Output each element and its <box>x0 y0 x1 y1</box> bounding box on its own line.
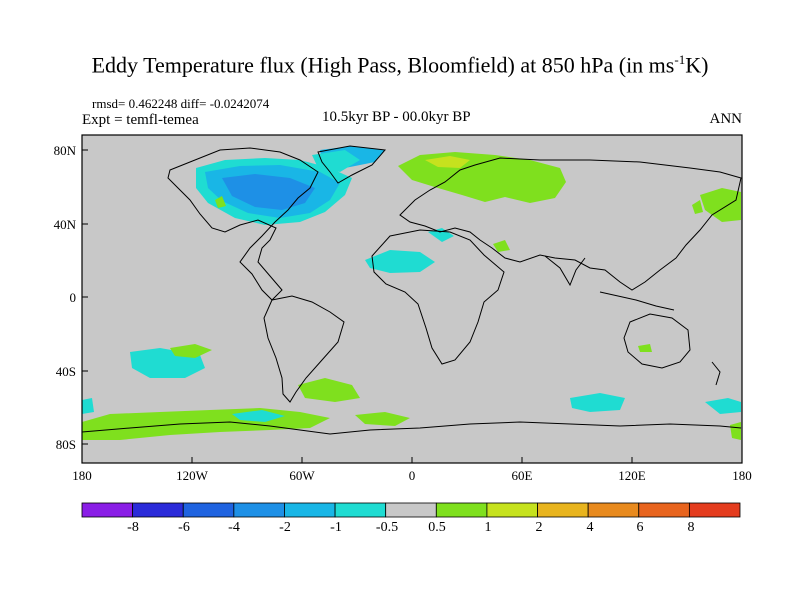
coastline-eurasia <box>399 157 742 291</box>
coastline-india <box>544 255 586 287</box>
colorbar-label: -8 <box>127 520 139 535</box>
lat-label-40n: 40N <box>53 217 76 232</box>
coastlines <box>81 145 742 435</box>
coastline-indonesia <box>599 291 675 311</box>
lat-label-equator: 0 <box>69 290 77 305</box>
negative-patch-north-america-strong <box>222 174 315 210</box>
coastline-south-america <box>263 295 345 403</box>
colorbar-box <box>638 502 690 518</box>
coastline-africa <box>371 229 505 365</box>
coastline-north-america <box>167 147 319 301</box>
coastline-greenland <box>317 145 386 184</box>
lon-label-0: 0 <box>408 468 416 483</box>
colorbar-box <box>334 502 387 518</box>
lat-label-40s: 40S <box>55 364 76 379</box>
negative-patch-southern-ocean-far-east <box>705 398 741 414</box>
colorbar <box>81 502 741 518</box>
negative-patch-mediterranean <box>428 228 454 242</box>
colorbar-box <box>182 502 235 518</box>
negative-patch-north-atlantic <box>312 150 360 172</box>
title-tail: K) <box>685 52 709 78</box>
anomaly-fields <box>82 146 741 440</box>
negative-patch-north-africa <box>365 250 435 273</box>
lon-label-60e: 60E <box>511 468 533 483</box>
positive-patch-australia <box>638 344 652 352</box>
time-range-label: 10.5kyr BP - 00.0kyr BP <box>322 109 471 125</box>
lat-label-80n: 80N <box>53 143 76 158</box>
colorbar-label: 6 <box>636 520 644 535</box>
colorbar-label: -6 <box>178 520 190 535</box>
positive-patch-small-ne <box>692 200 703 214</box>
lon-label-180w: 180 <box>72 468 92 483</box>
colorbar-label: -1 <box>330 520 342 535</box>
colorbar-box <box>587 502 640 518</box>
positive-patch-middle-east <box>493 240 510 252</box>
coastline-new-zealand <box>711 361 721 386</box>
lat-label-80s: 80S <box>55 437 76 452</box>
lon-label-60w: 60W <box>289 468 315 483</box>
colorbar-label: 1 <box>484 520 492 535</box>
title-superscript: -1 <box>674 52 686 67</box>
positive-patch-south-pacific <box>170 344 212 358</box>
colorbar-label: -4 <box>228 520 240 535</box>
positive-patch-south-atlantic <box>298 378 360 402</box>
colorbar-box <box>385 502 437 518</box>
lon-label-120w: 120W <box>176 468 208 483</box>
positive-patch-west-europe <box>215 196 226 208</box>
colorbar-box <box>435 502 488 518</box>
stats-text: rmsd= 0.462248 diff= -0.0242074 <box>92 96 270 111</box>
colorbar-label: 2 <box>535 520 543 535</box>
colorbar-box <box>284 502 336 518</box>
positive-patch-antarctic-east <box>730 422 741 440</box>
lon-label-120e: 120E <box>618 468 646 483</box>
colorbar-box <box>537 502 589 518</box>
negative-patch-southern-ocean-south <box>232 410 285 422</box>
axis-ticks <box>81 149 743 463</box>
colorbar-label: 8 <box>687 520 695 535</box>
coastline-australia <box>623 313 691 369</box>
negative-patch-southern-ocean-east <box>570 393 625 412</box>
lon-label-180e: 180 <box>732 468 752 483</box>
colorbar-box <box>132 502 184 518</box>
plot-title: Eddy Temperature flux (High Pass, Bloomf… <box>91 52 709 78</box>
positive-patch-eurasia-strong <box>425 156 470 168</box>
colorbar-label: 4 <box>586 520 594 535</box>
colorbar-label: 0.5 <box>428 520 446 535</box>
colorbar-box <box>81 502 134 518</box>
colorbar-box <box>486 502 538 518</box>
positive-patch-southern-ocean-mid <box>355 412 410 426</box>
colorbar-box <box>233 502 285 518</box>
colorbar-label: -0.5 <box>375 520 399 535</box>
colorbar-label: -2 <box>279 520 291 535</box>
positive-patch-east-asia <box>700 188 741 222</box>
season-label: ANN <box>709 111 743 127</box>
negative-patch-southern-ocean-west <box>82 398 94 414</box>
coastline-antarctica <box>81 421 742 435</box>
experiment-label: Expt = temfl-temea <box>82 112 199 128</box>
colorbar-box <box>688 502 741 518</box>
